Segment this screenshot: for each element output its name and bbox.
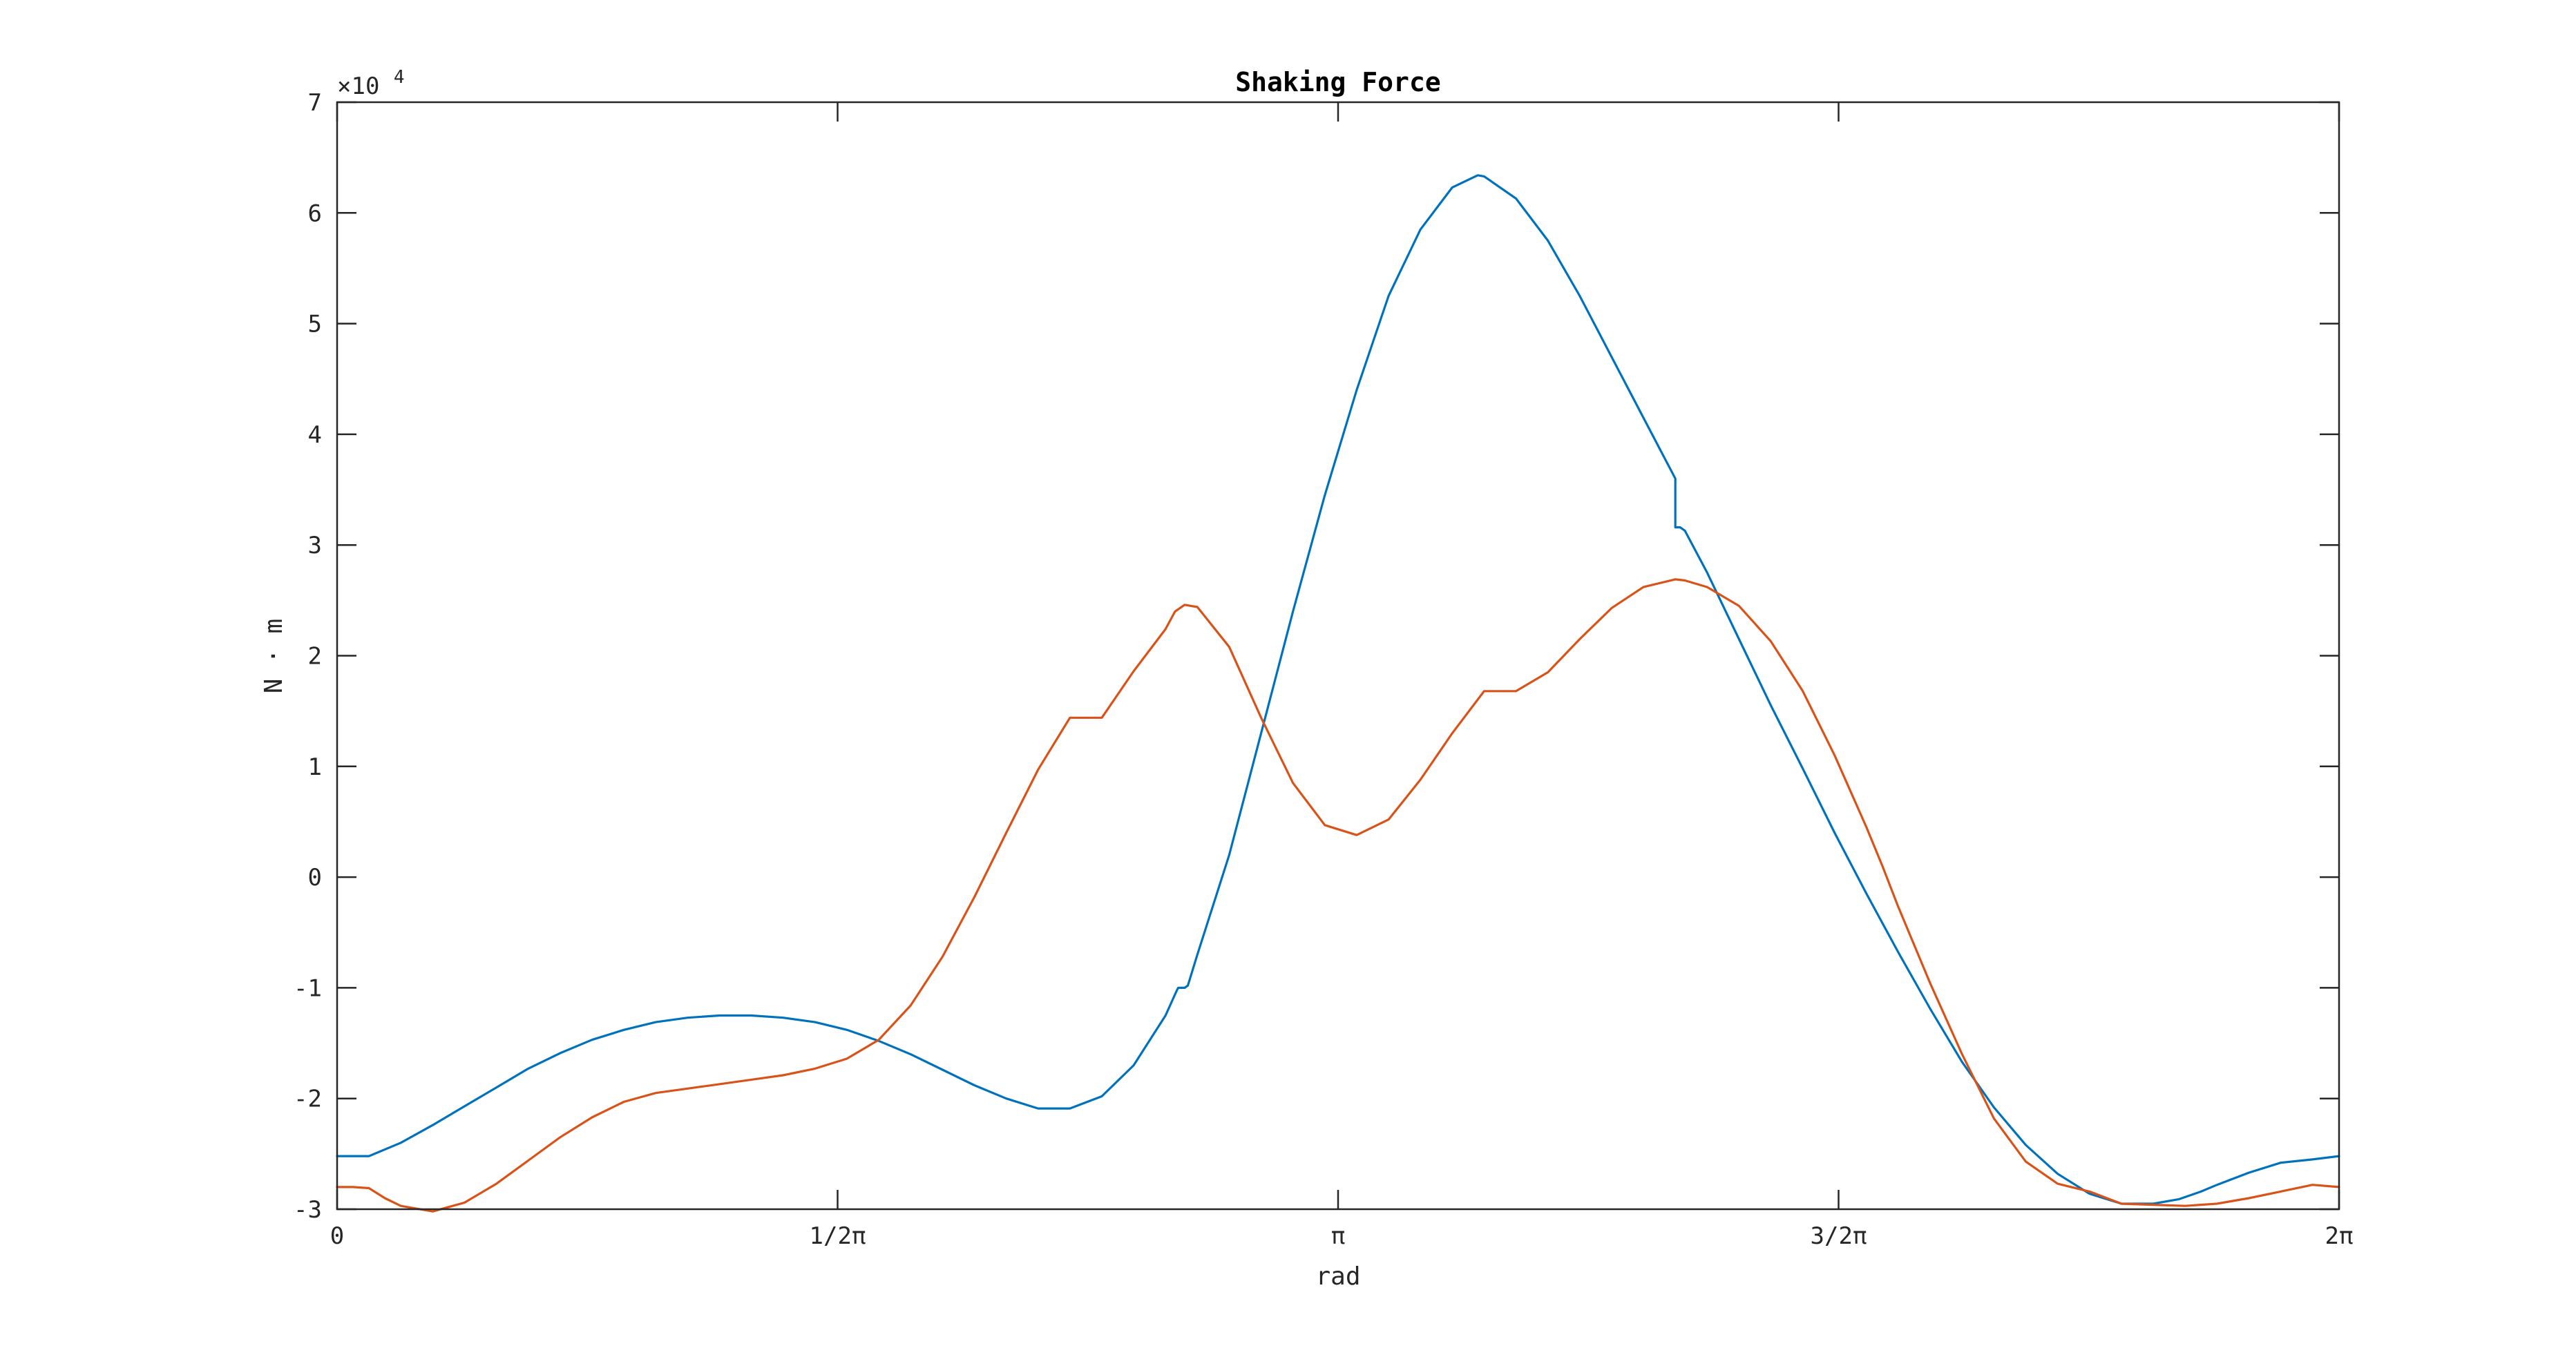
x-axis-ticks: 0 1/2π π 3/2π 2π [330, 102, 2354, 1250]
y-tick-label: 1 [308, 753, 322, 781]
y-tick-label: -2 [294, 1086, 322, 1113]
y-tick-label: 0 [308, 864, 322, 892]
y-tick-label: 2 [308, 643, 322, 671]
y-axis-label: N · m [260, 619, 288, 693]
exponent-base: ×10 [337, 73, 379, 100]
y-tick-label: -1 [294, 974, 322, 1002]
x-tick-label: 0 [330, 1222, 344, 1250]
plot-area [337, 102, 2339, 1209]
series-line-2 [336, 578, 2340, 1213]
x-tick-label: π [1331, 1222, 1345, 1250]
y-tick-label: -3 [294, 1196, 322, 1224]
series-line-1 [336, 174, 2340, 1205]
chart-title: Shaking Force [1235, 67, 1440, 97]
x-tick-label: 3/2π [1811, 1222, 1867, 1250]
y-tick-label: 7 [308, 89, 322, 117]
y-tick-label: 4 [308, 421, 322, 449]
y-axis-exponent: ×10 4 [337, 67, 405, 100]
y-tick-label: 5 [308, 311, 322, 338]
series-layer [336, 174, 2340, 1213]
exponent-power: 4 [394, 67, 405, 88]
y-tick-label: 3 [308, 532, 322, 559]
x-tick-label: 2π [2325, 1222, 2354, 1250]
y-tick-label: 6 [308, 200, 322, 227]
y-axis-ticks: -3 -2 -1 0 1 2 3 4 5 6 7 [294, 89, 2339, 1224]
x-tick-label: 1/2π [810, 1222, 866, 1250]
x-axis-label: rad [1315, 1262, 1360, 1291]
